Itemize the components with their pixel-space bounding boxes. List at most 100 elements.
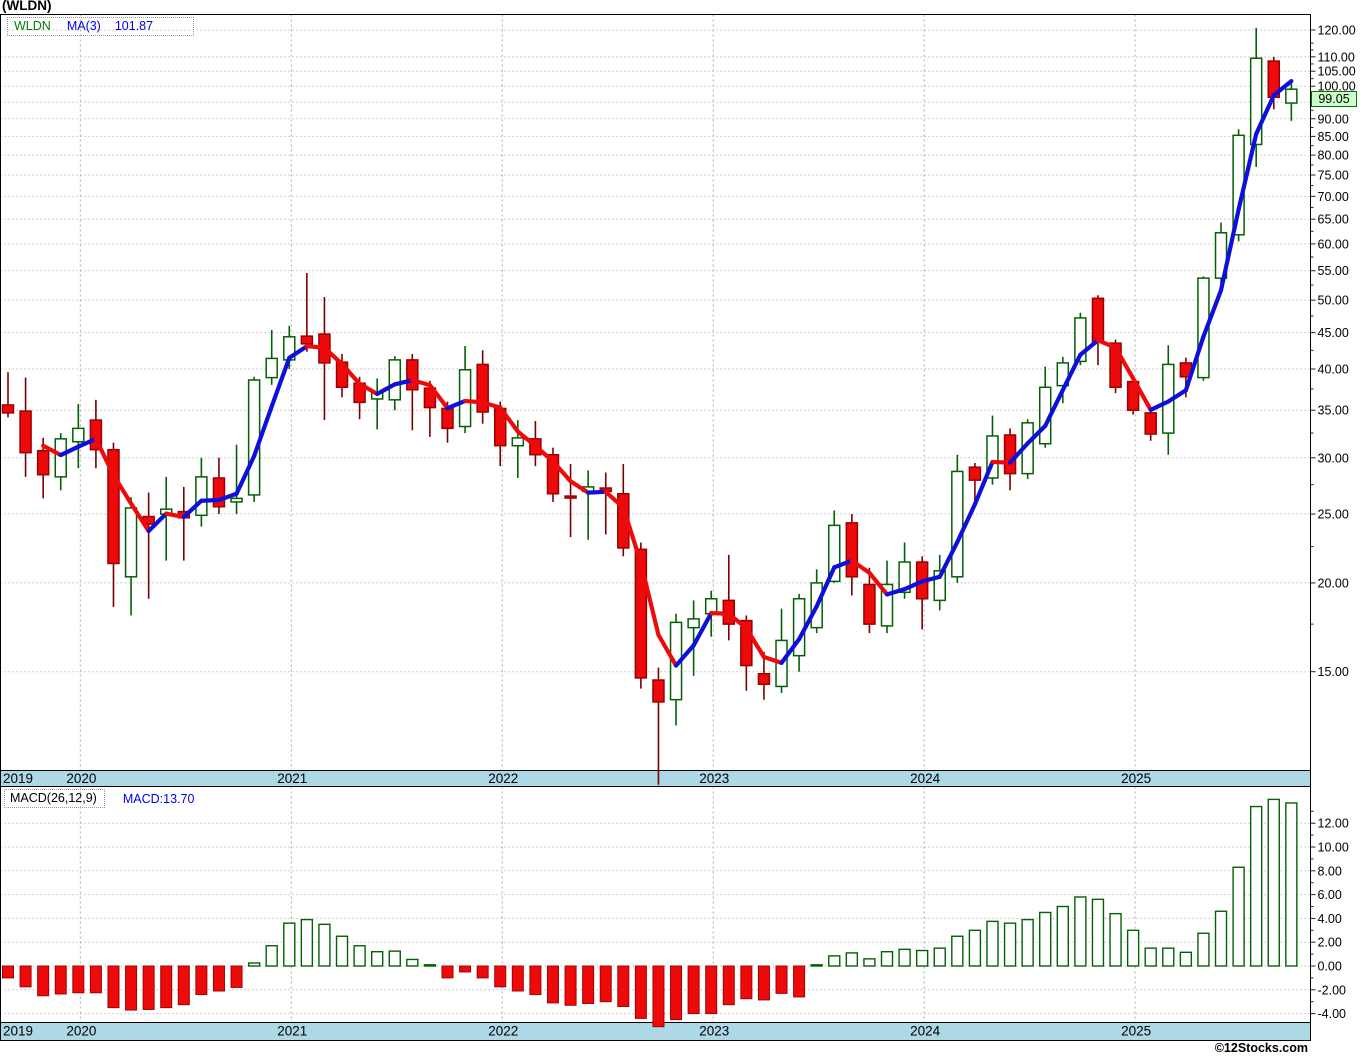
ma-line-segment [1148, 399, 1171, 413]
ma-line-segment [1095, 338, 1118, 350]
macd-bar [582, 965, 595, 1004]
ma-line-segment [1166, 388, 1188, 404]
candle-body [300, 335, 314, 345]
ma-line-segment [164, 511, 186, 520]
macd-bar [459, 965, 472, 973]
macd-bar [740, 965, 753, 1000]
ma-line-segment [304, 344, 327, 350]
macd-axis-label: 0.00 [1318, 960, 1342, 974]
macd-bar [1179, 951, 1193, 967]
ma-line-segment [1183, 334, 1206, 393]
macd-axis-label: 2.00 [1318, 936, 1342, 950]
macd-bar [37, 965, 50, 997]
macd-bar [1144, 947, 1157, 967]
macd-axis-label: 6.00 [1318, 888, 1342, 902]
macd-axis-label: -4.00 [1318, 1007, 1347, 1021]
price-axis-label: 100.00 [1318, 80, 1356, 94]
macd-bar [986, 920, 999, 967]
ma-line-segment [269, 355, 292, 409]
macd-bar [89, 965, 102, 994]
macd-bar [1249, 805, 1263, 967]
candle-body [1003, 434, 1017, 475]
macd-bar [1214, 910, 1228, 967]
macd-bar [880, 951, 894, 967]
macd-axis-label: 10.00 [1318, 841, 1349, 855]
candle-body [863, 583, 876, 625]
macd-bar [230, 965, 243, 988]
ma-line-segment [1007, 441, 1030, 465]
candle-body [19, 410, 32, 454]
ma-line-segment [603, 489, 626, 510]
ma-line-segment [480, 400, 503, 410]
year-label: 2024 [910, 771, 941, 786]
macd-bar [951, 935, 964, 967]
ma-line-segment [621, 505, 643, 566]
price-axis-label: 35.00 [1318, 404, 1349, 418]
macd-bar [19, 965, 32, 988]
price-axis-label: 70.00 [1318, 190, 1349, 204]
candle-body [968, 466, 982, 481]
ma-line-segment [252, 404, 274, 459]
year-label: 2020 [66, 771, 96, 786]
year-label: 2025 [1121, 771, 1151, 786]
ma-line-segment [691, 611, 714, 648]
ma-line-segment [1025, 423, 1048, 446]
candle-body [72, 427, 85, 443]
ma-line-segment [902, 579, 925, 592]
macd-bar [599, 965, 612, 1003]
ma-line-segment [392, 378, 415, 387]
ma-line-segment [427, 383, 450, 411]
macd-bar [142, 965, 155, 1010]
macd-bar [1039, 911, 1052, 967]
price-axis-label: 105.00 [1318, 65, 1356, 79]
candle-body [740, 619, 753, 667]
candle-body [1, 404, 15, 414]
macd-bar [652, 965, 665, 1028]
macd-bar [1021, 918, 1034, 967]
macd-bar [1003, 922, 1017, 967]
ma-line-segment [972, 459, 995, 507]
ma-line-segment [1060, 352, 1083, 393]
ma-line-segment [1218, 207, 1241, 293]
macd-bar [1091, 898, 1105, 967]
ma-line-segment [146, 511, 169, 534]
candle-body [212, 477, 226, 508]
macd-bar [529, 965, 542, 996]
candle-body [634, 548, 648, 679]
price-axis-label: 50.00 [1318, 294, 1349, 308]
ma-line-segment [726, 611, 749, 631]
ma-line-segment [322, 345, 345, 367]
candle-body [230, 497, 243, 503]
macd-bar [388, 950, 401, 967]
candle-body [828, 524, 841, 583]
price-axis-label: 65.00 [1318, 213, 1349, 227]
candle-body [564, 495, 577, 499]
macd-bar [564, 965, 577, 1006]
macd-bar [2, 965, 14, 979]
ma-line-segment [533, 443, 556, 464]
year-label: 2020 [66, 1024, 96, 1039]
macd-bar [353, 945, 366, 967]
ma-line-segment [1113, 345, 1136, 381]
ma-line-segment [937, 539, 960, 579]
ma-line-segment [1236, 131, 1259, 212]
macd-bar [757, 965, 770, 1001]
candle-body [951, 470, 964, 578]
ma-line-segment [128, 501, 151, 534]
macd-bar [1126, 929, 1140, 967]
macd-bar [318, 923, 331, 967]
candle-body [1091, 297, 1105, 343]
price-badge: 99.05 [1311, 91, 1357, 108]
candle-body [441, 407, 454, 430]
candle-body [247, 379, 261, 496]
macd-bar [125, 965, 138, 1011]
main-plot-border [0, 14, 1311, 771]
ma-line-segment [515, 429, 538, 449]
macd-bar [1285, 802, 1298, 967]
price-axis-label: 75.00 [1318, 169, 1349, 183]
macd-bar [845, 952, 859, 967]
candle-body [265, 357, 278, 379]
year-label: 2022 [488, 1024, 518, 1039]
macd-bar [265, 945, 278, 967]
price-axis-label: 55.00 [1318, 264, 1349, 278]
